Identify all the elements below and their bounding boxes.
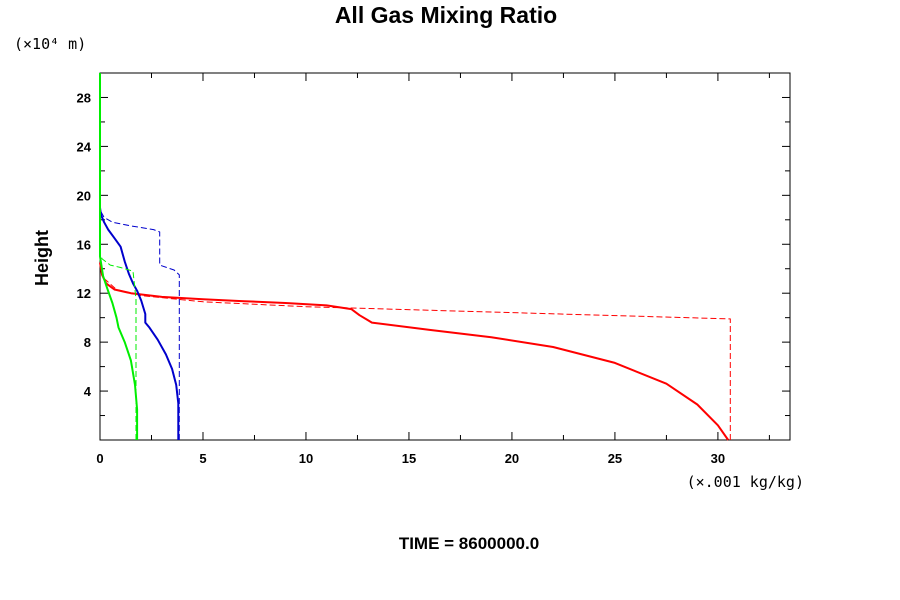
series-line-6 [99,253,137,440]
y-tick-label: 8 [84,335,91,350]
x-tick-label: 20 [505,451,519,466]
y-tick-label: 12 [77,286,91,301]
chart-title: All Gas Mixing Ratio [335,2,557,28]
series-line-1 [99,262,730,441]
y-tick-label: 16 [77,237,91,252]
time-label: TIME = 8600000.0 [399,534,539,553]
y-tick-label: 4 [84,384,92,399]
plot-frame [99,72,791,441]
x-tick-label: 30 [711,451,725,466]
x-unit-label: (×.001 kg/kg) [687,473,804,491]
series-line-4 [99,209,180,440]
x-tick-label: 25 [608,451,622,466]
series-line-2 [99,262,731,440]
series-line-3 [99,207,180,440]
series-group [99,73,731,441]
x-tick-label: 5 [199,451,206,466]
x-tick-label: 0 [96,451,103,466]
y-tick-label: 20 [77,188,91,203]
axis-ticks: 0 5 10 15 20 25 30 4 8 12 16 20 24 28 [77,72,790,466]
y-unit-label: (×10⁴ m) [14,35,86,53]
y-tick-label: 28 [77,90,91,105]
x-tick-label: 10 [299,451,313,466]
x-tick-label: 15 [402,451,416,466]
series-line-5 [99,73,139,440]
y-axis-label: Height [32,230,52,286]
y-tick-label: 24 [77,139,92,154]
